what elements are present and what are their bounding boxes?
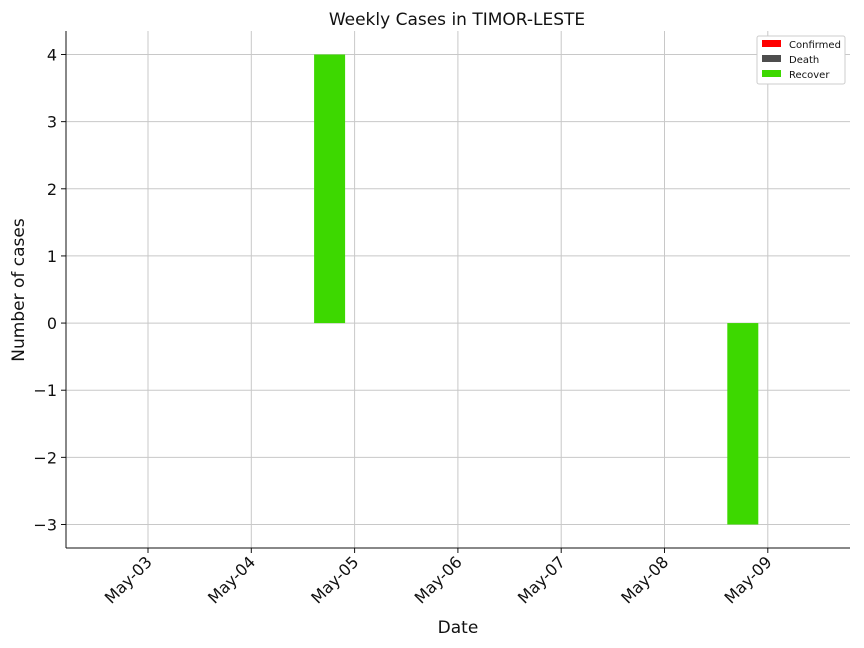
legend-swatch-death [762, 55, 781, 62]
y-tick-label: −2 [33, 448, 57, 467]
x-tick-label: May-09 [721, 552, 776, 607]
y-tick-label: 4 [47, 46, 57, 65]
y-tick-label: −3 [33, 516, 57, 535]
x-ticks: May-03 May-04 May-05 May-06 May-07 May-08 May-… [101, 548, 776, 608]
legend-label-confirmed: Confirmed [789, 40, 841, 51]
x-tick-label: May-04 [204, 552, 259, 607]
x-tick-label: May-08 [617, 552, 672, 607]
legend-label-death: Death [789, 55, 819, 66]
legend: Confirmed Death Recover [756, 35, 846, 85]
legend-label-recover: Recover [789, 70, 830, 81]
grid [66, 31, 850, 548]
x-tick-label: May-03 [101, 552, 156, 607]
x-tick-label: May-05 [307, 552, 362, 607]
bars [314, 54, 759, 525]
x-axis-label: Date [438, 618, 479, 638]
x-tick-label: May-06 [411, 552, 466, 607]
legend-swatch-confirmed [762, 40, 781, 47]
y-ticks: −3 −2 −1 0 1 2 3 4 [33, 46, 66, 535]
legend-swatch-recover [762, 70, 781, 77]
y-tick-label: 3 [47, 113, 57, 132]
bar-recover-may-05 [314, 54, 346, 324]
y-axis-label: Number of cases [9, 218, 29, 362]
y-tick-label: 2 [47, 180, 57, 199]
chart-title: Weekly Cases in TIMOR-LESTE [329, 10, 585, 30]
y-tick-label: 1 [47, 247, 57, 266]
y-tick-label: 0 [47, 314, 57, 333]
y-tick-label: −1 [33, 381, 57, 400]
bar-recover-may-09 [727, 323, 759, 525]
x-tick-label: May-07 [514, 552, 569, 607]
